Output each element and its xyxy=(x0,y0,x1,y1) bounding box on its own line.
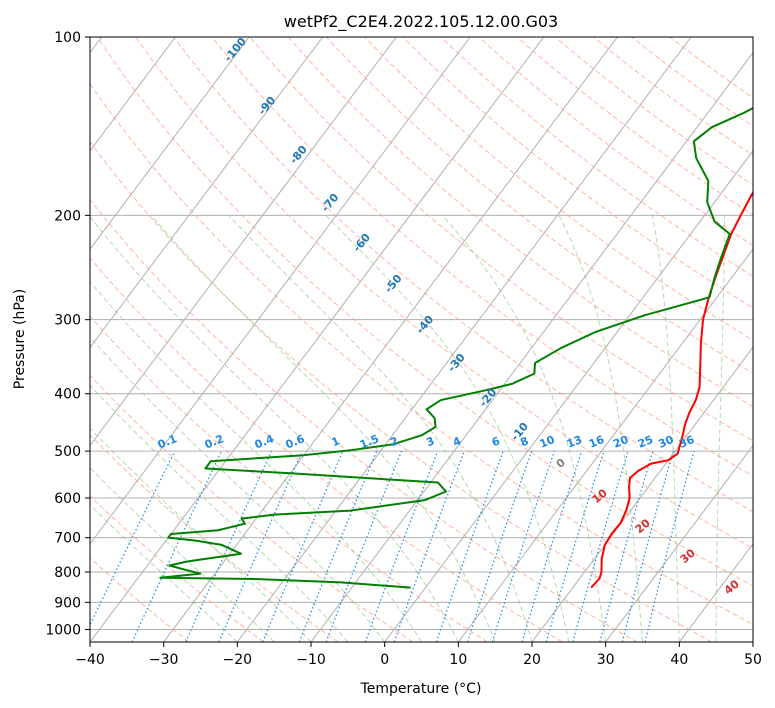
isotherm-line xyxy=(457,248,753,642)
y-tick-label: 1000 xyxy=(45,622,81,638)
mixing-ratio-label: 30 xyxy=(656,433,675,451)
x-axis: −40 −30 −20 −10 0 10 20 30 40 50 xyxy=(75,642,762,668)
mixing-ratio-line xyxy=(90,450,176,627)
mixing-ratio-label: 2 xyxy=(388,434,400,449)
mixing-ratio-line xyxy=(435,450,504,642)
series-layer xyxy=(159,106,753,589)
dry-adiabat-line xyxy=(211,37,753,477)
isotherm-line xyxy=(163,37,618,642)
mixing-ratio-label: 8 xyxy=(518,434,530,449)
moist-adiabat-line xyxy=(325,214,570,642)
y-tick-label: 700 xyxy=(54,531,81,547)
isotherm-line xyxy=(384,150,753,642)
x-axis-label: Temperature (°C) xyxy=(360,681,482,697)
mixing-ratio-line xyxy=(393,450,465,642)
moist-adiabat-line xyxy=(90,384,349,642)
dry-adiabat-line xyxy=(90,257,563,642)
isotherm-line xyxy=(90,37,250,250)
moist-adiabat-line xyxy=(90,336,386,642)
moist-adiabat-line xyxy=(652,215,680,642)
mixing-ratio-line xyxy=(599,450,654,642)
x-tick-label: −40 xyxy=(75,652,105,668)
dry-adiabat-line xyxy=(287,37,753,408)
moist-adiabat-line xyxy=(90,281,422,642)
moist-adiabat-line xyxy=(715,215,725,642)
mixing-ratio-line xyxy=(218,450,303,642)
y-tick-label: 100 xyxy=(54,30,81,46)
isotherm-line xyxy=(90,37,397,447)
x-tick-label: 50 xyxy=(744,652,762,668)
dry-adiabat-line xyxy=(325,37,753,374)
mixing-ratio-line xyxy=(262,450,344,642)
moist-adiabat-line xyxy=(90,216,459,642)
plot-background xyxy=(90,37,753,642)
dry-adiabat-line xyxy=(96,37,753,587)
mixing-ratio-label: 13 xyxy=(565,433,584,451)
temperature-line xyxy=(590,190,753,589)
y-axis-label: Pressure (hPa) xyxy=(12,289,28,389)
dry-adiabat-line xyxy=(90,374,414,642)
y-tick-label: 200 xyxy=(54,208,81,224)
moist-adiabat-line xyxy=(150,215,496,642)
x-tick-label: 0 xyxy=(380,652,389,668)
mixing-ratio-line xyxy=(545,450,605,642)
mixing-ratio-line xyxy=(644,450,695,642)
moist-adiabat-line xyxy=(90,504,238,642)
isotherm-line xyxy=(90,37,471,545)
mixing-ratio-line xyxy=(466,450,533,642)
dewpoint-line xyxy=(159,106,753,589)
x-tick-label: 40 xyxy=(670,652,688,668)
dry-adiabat-line xyxy=(593,37,753,157)
mixing-ratio-label: 10 xyxy=(538,433,557,451)
moist-adiabat-line xyxy=(558,215,643,642)
mixing-ratio-line xyxy=(521,450,583,642)
y-tick-label: 800 xyxy=(54,565,81,581)
y-tick-label: 400 xyxy=(54,387,81,403)
y-tick-label: 300 xyxy=(54,313,81,329)
mixing-ratio-line xyxy=(185,450,273,642)
mixing-ratio-label: 16 xyxy=(587,433,606,451)
dry-adiabat-line xyxy=(402,37,753,309)
moist-adiabat-line xyxy=(752,623,753,642)
mixing-ratio-label: 20 xyxy=(611,433,630,451)
y-tick-label: 600 xyxy=(54,491,81,507)
mixing-ratio-label: 36 xyxy=(677,433,696,451)
mixing-ratio-line xyxy=(572,450,629,642)
chart-title: wetPf2_C2E4.2022.105.12.00.G03 xyxy=(284,12,558,32)
isotherm-line xyxy=(236,37,692,642)
x-tick-label: −30 xyxy=(149,652,179,668)
x-tick-label: 20 xyxy=(523,652,541,668)
plot-frame xyxy=(89,36,754,643)
x-tick-label: 10 xyxy=(449,652,467,668)
moist-adiabat-line xyxy=(442,215,607,642)
mixing-ratio-label: 3 xyxy=(424,434,436,449)
dry-adiabat-line xyxy=(90,495,264,642)
dry-adiabat-line xyxy=(90,198,638,642)
moist-adiabat-line xyxy=(228,214,533,642)
y-tick-label: 900 xyxy=(54,595,81,611)
x-tick-label: −20 xyxy=(223,652,253,668)
dry-adiabat-line xyxy=(90,83,753,626)
mixing-ratio-line xyxy=(621,450,674,642)
y-axis: 100 200 300 400 500 600 700 800 900 1000 xyxy=(45,30,90,638)
dry-adiabat-line xyxy=(249,37,753,442)
mixing-ratio-line xyxy=(131,450,223,642)
isotherm-line xyxy=(90,37,176,152)
mixing-ratio-label: 25 xyxy=(636,433,655,451)
dry-adiabat-line xyxy=(478,37,753,246)
x-tick-label: 30 xyxy=(597,652,615,668)
dry-adiabat-line xyxy=(135,37,753,549)
mixing-ratio-label: 1 xyxy=(330,434,342,449)
dry-adiabat-line xyxy=(440,37,753,278)
x-tick-label: −10 xyxy=(296,652,326,668)
isotherm-line xyxy=(90,37,324,349)
isotherm-line xyxy=(752,641,753,642)
dry-adiabat-line xyxy=(516,37,753,216)
mixing-ratio-line xyxy=(491,450,555,642)
isotherm-line xyxy=(605,444,753,642)
y-tick-label: 500 xyxy=(54,444,81,460)
